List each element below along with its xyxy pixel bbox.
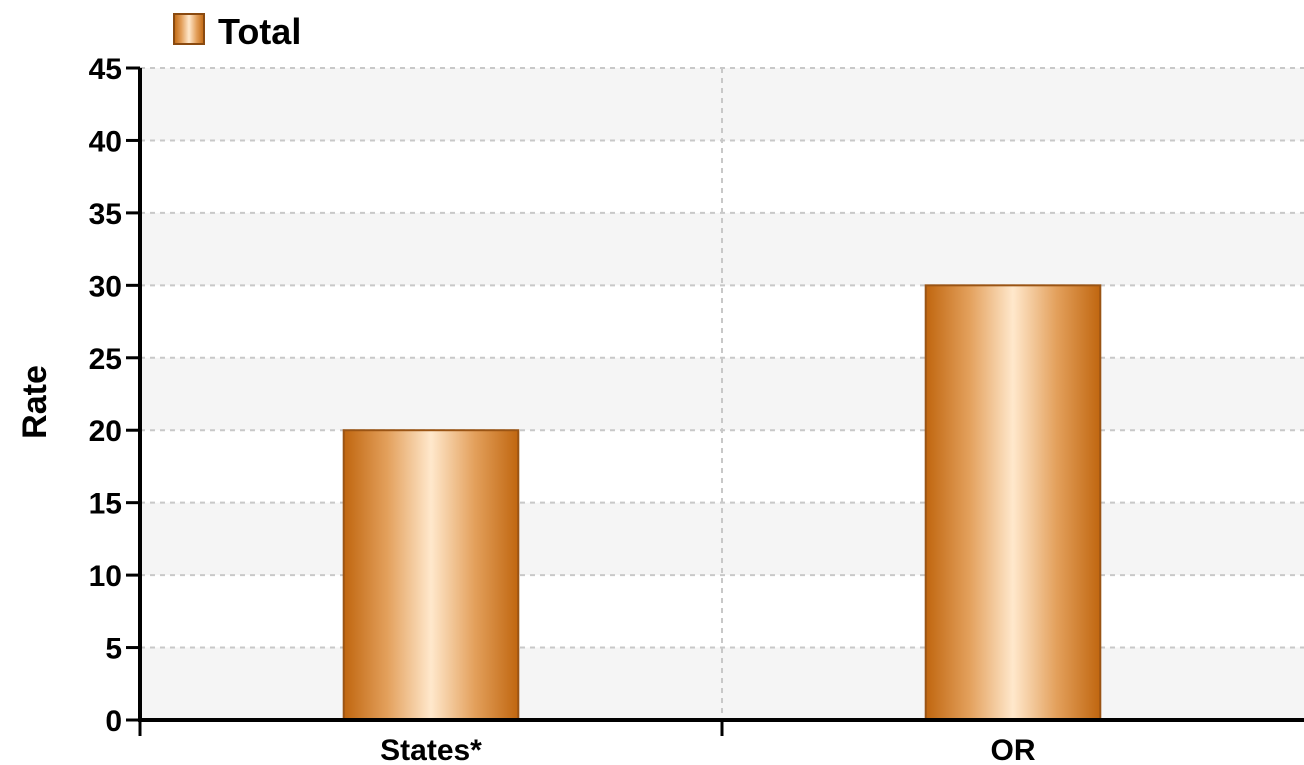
y-tick-label: 20	[89, 415, 122, 448]
y-tick-label: 35	[89, 198, 122, 231]
x-tick-label: OR	[991, 734, 1036, 765]
y-tick-label: 10	[89, 560, 122, 593]
y-tick-label: 5	[105, 633, 122, 666]
x-tick-labels: States* OR	[380, 734, 1036, 765]
y-tick-label: 45	[89, 53, 122, 86]
bars	[342, 284, 1102, 721]
y-tick-label: 30	[89, 270, 122, 303]
y-tick-label: 0	[105, 705, 122, 738]
y-tick-label: 15	[89, 488, 122, 521]
axes	[126, 66, 1304, 736]
legend-label-total: Total	[218, 11, 301, 52]
y-tick-label: 25	[89, 343, 122, 376]
x-tick-label: States*	[380, 734, 482, 765]
y-axis-title: Rate	[16, 365, 54, 439]
bar-states	[342, 429, 520, 721]
y-tick-label: 40	[89, 125, 122, 158]
legend-swatch-total	[173, 13, 205, 45]
legend: Total	[173, 11, 301, 52]
bar-or	[924, 284, 1102, 721]
gridlines	[140, 67, 1304, 720]
y-tick-labels: 0 5 10 15 20 25 30 35 40 45	[89, 53, 122, 738]
